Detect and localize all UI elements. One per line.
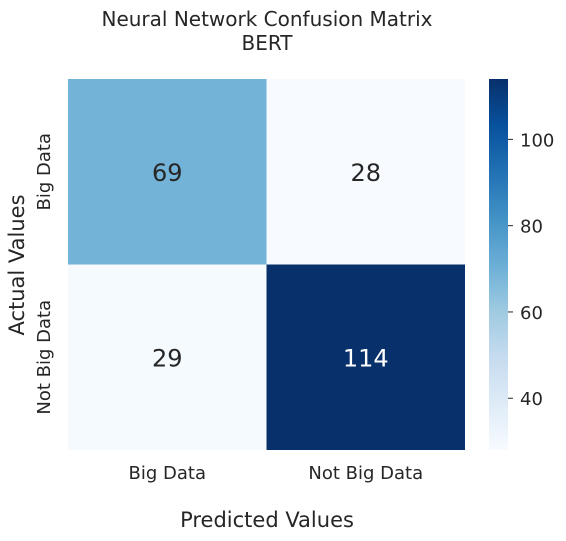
y-tick-label: Big Data xyxy=(34,133,55,210)
x-tick-labels: Big Data Not Big Data xyxy=(129,463,424,484)
heatmap-cell xyxy=(266,264,465,450)
colorbar-tick-label: 60 xyxy=(520,303,543,324)
colorbar-tick-label: 40 xyxy=(520,389,543,410)
y-axis-title: Actual Values xyxy=(5,194,29,335)
y-tick-label: Not Big Data xyxy=(34,300,55,415)
cell-value-label: 69 xyxy=(152,159,183,187)
heatmap-cell xyxy=(68,79,267,265)
cell-value-label: 29 xyxy=(152,344,183,372)
cell-value-label: 28 xyxy=(350,159,381,187)
y-tick-labels: Big Data Not Big Data xyxy=(34,133,55,415)
cell-value-label: 114 xyxy=(343,344,389,372)
chart-subtitle: BERT xyxy=(241,31,293,55)
x-axis-title: Predicted Values xyxy=(180,508,354,532)
colorbar-gradient xyxy=(489,79,508,450)
heatmap-cells: 69 28 29 114 xyxy=(68,79,465,450)
heatmap-cell xyxy=(266,79,465,265)
x-tick-label: Not Big Data xyxy=(308,463,423,484)
chart-title: Neural Network Confusion Matrix xyxy=(101,7,432,31)
colorbar: 40 60 80 100 xyxy=(489,79,554,450)
x-tick-label: Big Data xyxy=(129,463,206,484)
colorbar-tick-label: 80 xyxy=(520,217,543,238)
colorbar-tick-label: 100 xyxy=(520,130,554,151)
heatmap-cell xyxy=(68,264,267,450)
